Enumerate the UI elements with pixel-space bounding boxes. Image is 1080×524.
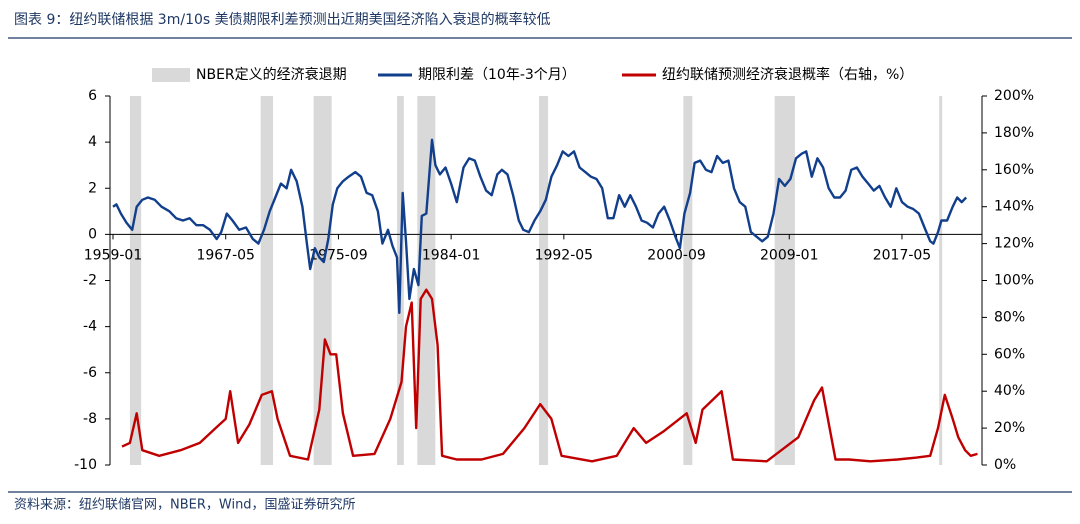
y2-tick-label: 20% [994,420,1025,436]
y-tick-label: 6 [88,88,97,104]
chart-title: 图表 9：纽约联储根据 3m/10s 美债期限利差预测出近期美国经济陷入衰退的概… [14,11,551,28]
x-tick-label: 1984-01 [422,247,481,263]
legend-swatch [152,68,190,82]
y2-tick-label: 100% [994,273,1034,289]
y-tick-label: -8 [83,411,97,427]
y-tick-label: 0 [88,226,97,242]
legend-label: 纽约联储预测经济衰退概率（右轴，%） [662,66,913,83]
y-tick-label: -6 [83,365,97,381]
x-tick-label: 2017-05 [873,247,932,263]
y2-tick-label: 180% [994,125,1034,141]
y2-tick-label: 40% [994,383,1025,399]
recession-band [774,96,795,465]
x-tick-label: 1959-01 [84,247,143,263]
recession-band [129,96,142,465]
recession-band [313,96,332,465]
x-tick-label: 1967-05 [196,247,255,263]
y2-tick-label: 160% [994,162,1034,178]
recession-band [539,96,549,465]
legend-label: 期限利差（10年-3个月） [418,67,576,83]
y-tick-label: -4 [83,319,97,335]
y2-tick-label: 140% [994,199,1034,215]
recession-band [939,96,943,465]
legend-label: NBER定义的经济衰退期 [196,66,347,83]
series-line [121,288,978,463]
x-tick-label: 2009-01 [760,247,819,263]
y-tick-label: 4 [88,134,97,150]
source: 资料来源：纽约联储官网，NBER，Wind，国盛证券研究所 [14,497,356,513]
y-tick-label: 2 [88,180,97,196]
recession-band [260,96,274,465]
y2-tick-label: 120% [994,236,1034,252]
y2-tick-label: 60% [994,346,1025,362]
y2-tick-label: 0% [994,457,1016,473]
x-tick-label: 2000-09 [647,247,706,263]
y-tick-label: -10 [74,457,97,473]
y2-tick-label: 200% [994,88,1034,104]
recession-band [417,96,436,465]
y-tick-label: -2 [83,273,97,289]
recession-band [683,96,693,465]
series-line [112,138,968,314]
y2-tick-label: 80% [994,309,1025,325]
x-tick-label: 1992-05 [535,247,594,263]
